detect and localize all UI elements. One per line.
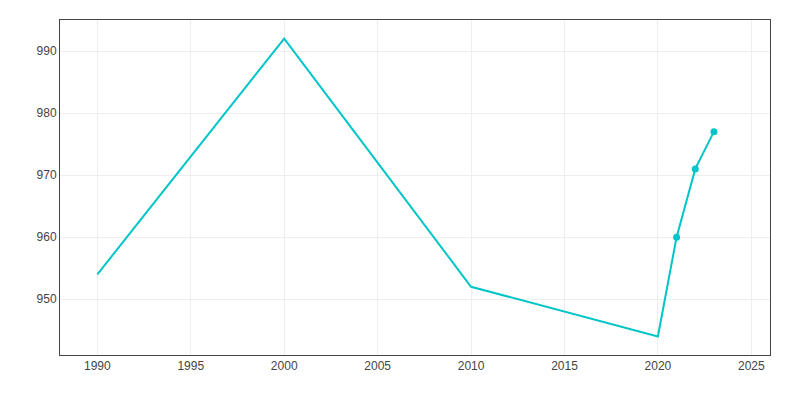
svg-text:2010: 2010 [458, 359, 485, 373]
svg-text:980: 980 [37, 106, 57, 120]
svg-text:2020: 2020 [645, 359, 672, 373]
svg-text:950: 950 [37, 292, 57, 306]
svg-text:2015: 2015 [551, 359, 578, 373]
svg-text:1995: 1995 [177, 359, 204, 373]
svg-text:2005: 2005 [364, 359, 391, 373]
svg-text:970: 970 [37, 168, 57, 182]
svg-text:2000: 2000 [271, 359, 298, 373]
svg-text:1990: 1990 [84, 359, 111, 373]
svg-text:2025: 2025 [738, 359, 765, 373]
svg-text:960: 960 [37, 230, 57, 244]
svg-text:990: 990 [37, 44, 57, 58]
